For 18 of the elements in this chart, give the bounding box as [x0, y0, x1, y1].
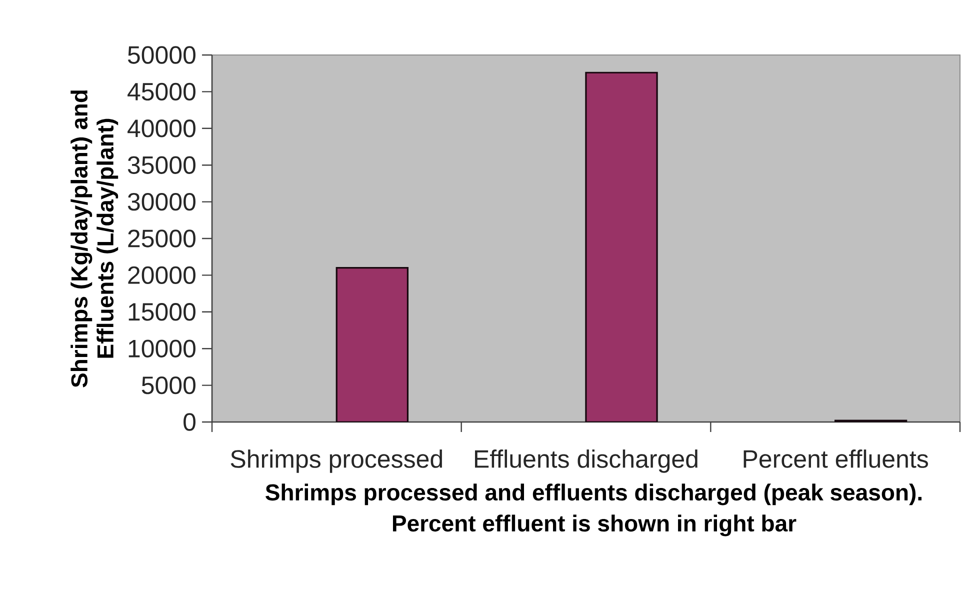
y-tick-label: 15000: [128, 303, 196, 321]
y-axis-title: Shrimps (Kg/day/plant) and Effluents (L/day/plant): [70, 90, 118, 388]
y-tick-label: 40000: [128, 120, 196, 138]
y-tick-label: 10000: [128, 340, 196, 358]
y-tick-label: 30000: [128, 192, 196, 211]
y-tick-label: 25000: [128, 230, 196, 248]
x-axis-title: Shrimps processed and effluents discharged (peak season). Percent effluent is shown in right bar: [266, 484, 922, 536]
y-tick-label: 45000: [128, 82, 196, 101]
y-tick-label: 5000: [142, 376, 196, 394]
x-tick-label: Percent effluents: [744, 450, 928, 468]
y-tick-label: 50000: [128, 46, 196, 64]
bar: [585, 72, 658, 422]
bar: [336, 267, 409, 422]
y-tick-label: 35000: [128, 156, 196, 174]
x-tick-label: Shrimps processed: [230, 450, 442, 473]
x-tick-label: Effluents discharged: [475, 450, 698, 473]
y-tick-label: 0: [184, 413, 196, 431]
y-tick-label: 20000: [128, 266, 196, 284]
